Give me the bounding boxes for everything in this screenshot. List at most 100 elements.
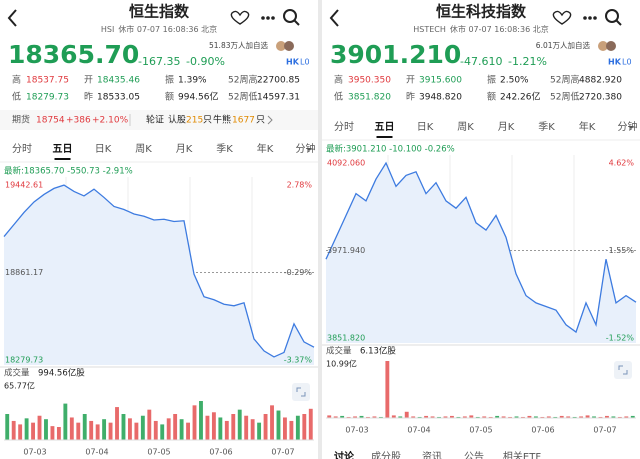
title: 恒生科技指数 xyxy=(436,3,527,21)
volume-total: 994.56亿股 xyxy=(38,368,85,379)
volume-max: 10.99亿 xyxy=(326,359,357,369)
more-dot[interactable] xyxy=(271,16,275,20)
tab-underline xyxy=(376,136,393,138)
back-icon[interactable] xyxy=(329,9,339,27)
subtitle-part: HSI xyxy=(101,25,114,34)
volume-bar xyxy=(166,418,171,440)
avatar xyxy=(276,41,286,51)
stat-label: 开 xyxy=(84,75,93,86)
tab[interactable]: 周K xyxy=(135,143,152,155)
bottom-tab[interactable]: 成分股 xyxy=(371,451,401,459)
expand-button[interactable] xyxy=(614,361,632,379)
more-dot[interactable] xyxy=(266,16,270,20)
volume-bar xyxy=(411,416,416,418)
latest: 最新:18365.70 -550.73 -2.91% xyxy=(4,166,133,177)
stat-value: 18279.73 xyxy=(26,93,69,103)
date-label: 07-03 xyxy=(345,426,368,435)
stat-label: 振 xyxy=(165,74,174,86)
volume-bar xyxy=(540,416,545,418)
tab[interactable]: 月K xyxy=(176,143,193,155)
stat-label: 高 xyxy=(334,74,343,86)
tab[interactable]: 周K xyxy=(457,121,474,133)
volume-bar xyxy=(121,414,126,440)
tab[interactable]: 季K xyxy=(216,143,233,155)
volume-bar xyxy=(533,416,538,418)
tab[interactable]: 五日 xyxy=(375,121,395,133)
tab[interactable]: 分钟 xyxy=(618,120,638,133)
bottom-tab[interactable]: 相关ETF xyxy=(503,450,541,459)
volume-bar xyxy=(115,407,119,440)
search-icon[interactable] xyxy=(283,9,297,23)
volume-bar xyxy=(611,416,616,418)
volume-bar xyxy=(630,415,635,418)
avatar xyxy=(284,41,294,51)
volume-bar xyxy=(44,419,48,440)
stat-label: 52周高 xyxy=(550,74,579,86)
volume-bar xyxy=(69,417,74,440)
volume-bar xyxy=(147,409,152,440)
volume-bar xyxy=(546,416,551,418)
search-icon[interactable] xyxy=(605,9,619,23)
back-icon[interactable] xyxy=(7,9,17,27)
tab[interactable]: 分时 xyxy=(12,143,32,155)
heart-icon[interactable] xyxy=(552,10,572,25)
warrants-count: 1677 xyxy=(232,116,255,126)
futures-bar xyxy=(0,110,318,130)
volume-bar xyxy=(95,424,100,440)
volume-bar xyxy=(199,401,203,440)
volume-bar xyxy=(63,403,68,440)
more-dot[interactable] xyxy=(261,16,265,20)
volume-bar xyxy=(276,410,281,440)
volume-bar xyxy=(18,424,23,440)
volume-bar xyxy=(24,418,29,440)
more-dot[interactable] xyxy=(593,16,597,20)
volume-bar xyxy=(327,415,332,418)
volume-bar xyxy=(456,416,461,418)
tab[interactable]: 分钟 xyxy=(296,142,316,155)
axis-label: 2.78% xyxy=(287,181,313,190)
dropdown xyxy=(628,126,634,129)
stat-label: 52周低 xyxy=(550,91,579,103)
volume-bar xyxy=(501,416,506,418)
more-dot[interactable] xyxy=(588,16,592,20)
expand-icon xyxy=(296,387,306,397)
tab[interactable]: 季K xyxy=(538,121,555,133)
volume-bar xyxy=(289,420,294,440)
volume-bar xyxy=(366,416,370,418)
volume-bar xyxy=(417,416,422,418)
date-label: 07-04 xyxy=(407,426,430,435)
bottom-tab[interactable]: 讨论 xyxy=(334,450,355,459)
volume-bar xyxy=(398,416,403,418)
stat-value: 18533.05 xyxy=(97,93,140,103)
volume-bar xyxy=(108,422,113,440)
title: 恒生指数 xyxy=(129,3,190,21)
more-dot[interactable] xyxy=(583,16,587,20)
expand-button[interactable] xyxy=(292,383,310,401)
volume-bar xyxy=(340,415,345,418)
tab[interactable]: 五日 xyxy=(53,143,73,155)
date-label: 07-07 xyxy=(271,448,294,457)
tab[interactable]: 月K xyxy=(498,121,515,133)
bottom-tab[interactable]: 公告 xyxy=(464,450,484,459)
tab[interactable]: 年K xyxy=(579,120,596,133)
volume-bar xyxy=(353,416,357,418)
bottom-tab[interactable]: 资讯 xyxy=(422,451,442,459)
change-pct: -1.21% xyxy=(508,55,547,68)
volume-bar xyxy=(11,420,16,440)
tab[interactable]: 日K xyxy=(95,144,112,155)
volume-bar xyxy=(224,420,229,440)
warrants-count: 215 xyxy=(186,116,203,126)
tab[interactable]: 分时 xyxy=(334,121,354,133)
volume-bar xyxy=(302,414,307,440)
tab[interactable]: 年K xyxy=(257,142,274,155)
volume-bar xyxy=(205,415,210,440)
warrants-unit: 只 xyxy=(203,116,212,126)
axis-label: 1.55% xyxy=(609,246,635,255)
badge: L0 xyxy=(622,58,632,67)
heart-icon[interactable] xyxy=(230,10,250,25)
subtitle: HSI 休市 07-07 16:08:36 北京 xyxy=(101,24,217,34)
volume-bar xyxy=(250,419,255,440)
tab[interactable]: 日K xyxy=(417,122,434,133)
volume-bar xyxy=(211,412,216,440)
